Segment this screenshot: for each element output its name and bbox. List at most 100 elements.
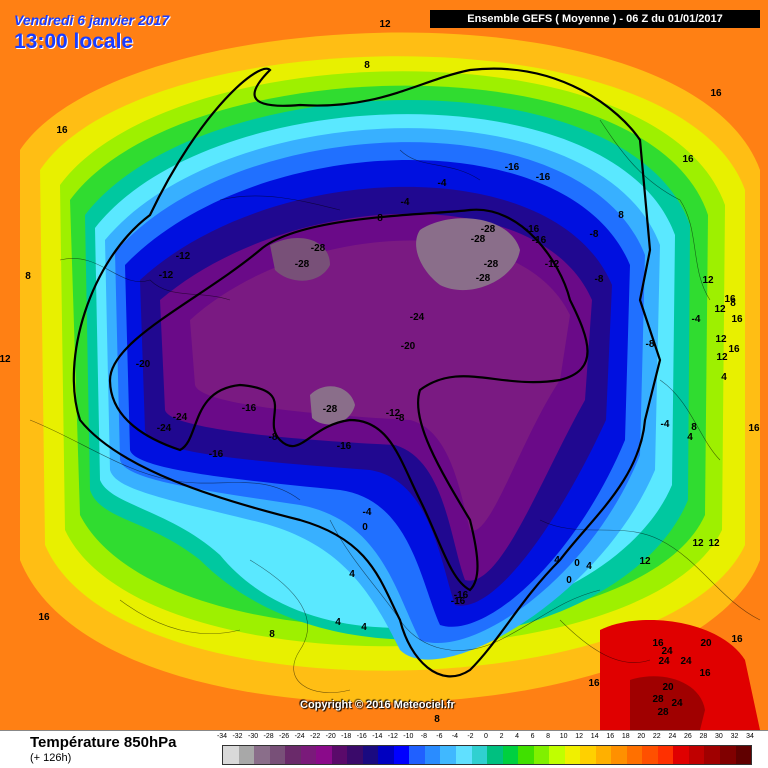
color-scale-value: -2 <box>467 733 474 740</box>
isotherm-label: 0 <box>362 522 368 533</box>
isotherm-label: 0 <box>566 575 572 586</box>
isotherm-label: -12 <box>386 408 401 419</box>
color-swatch <box>285 746 301 764</box>
isotherm-label: -8 <box>396 413 405 424</box>
color-scale-value: -4 <box>451 733 459 740</box>
isotherm-label: -16 <box>505 162 520 173</box>
isotherm-label: -24 <box>173 412 188 423</box>
color-scale-value: 8 <box>546 733 551 740</box>
color-swatch <box>580 746 596 764</box>
color-swatch <box>471 746 488 764</box>
color-swatch <box>362 746 379 764</box>
valid-time: 13:00 locale <box>14 30 134 53</box>
isotherm-label: -28 <box>295 259 310 270</box>
isotherm-label: 8 <box>269 629 275 640</box>
color-scale-value: 14 <box>590 733 599 740</box>
color-swatch <box>393 746 410 764</box>
isotherm-label: -4 <box>692 314 701 325</box>
color-swatch <box>316 746 332 764</box>
color-scale-value: 10 <box>559 733 568 740</box>
color-scale-value: -20 <box>325 733 336 740</box>
color-swatch <box>378 746 394 764</box>
valid-date: Vendredi 6 janvier 2017 <box>14 12 170 28</box>
isotherm-label: 8 <box>691 422 697 433</box>
color-swatch <box>440 746 456 764</box>
color-swatch <box>673 746 689 764</box>
color-scale-bar <box>222 745 752 765</box>
isotherm-label: -12 <box>545 259 560 270</box>
isotherm-label: -12 <box>176 251 191 262</box>
isotherm-label: 28 <box>657 707 669 718</box>
isotherm-label: -4 <box>661 419 670 430</box>
isotherm-label: 16 <box>731 634 743 645</box>
isotherm-label: 12 <box>0 354 11 365</box>
coastlines-borders <box>29 119 761 693</box>
cold-core-north <box>270 237 330 281</box>
isotherm-label: -28 <box>323 404 338 415</box>
isotherm-label: 4 <box>361 622 367 633</box>
isotherm-label: 24 <box>671 698 683 709</box>
isotherm-label: -16 <box>209 449 224 460</box>
color-scale-value: 18 <box>621 733 630 740</box>
isotherm-label: -8 <box>590 229 599 240</box>
isotherm-label: 24 <box>661 646 673 657</box>
color-swatch <box>549 746 565 764</box>
color-scale-value: -14 <box>372 733 383 740</box>
isotherm-label: -4 <box>401 197 410 208</box>
isotherm-label: -4 <box>438 178 447 189</box>
isotherm-label: -28 <box>481 224 496 235</box>
isotherm-label: -20 <box>401 341 416 352</box>
isotherm-label: 12 <box>639 556 651 567</box>
color-swatch <box>502 746 519 764</box>
color-swatch <box>238 746 255 764</box>
isotherm-label: 16 <box>748 423 760 434</box>
color-swatch <box>409 746 425 764</box>
isotherm-label: 8 <box>434 714 440 725</box>
isotherm-label: -16 <box>525 224 540 235</box>
isotherm-label: 28 <box>652 694 664 705</box>
isotherm-label: -4 <box>363 507 372 518</box>
isotherm-label: 16 <box>699 668 711 679</box>
color-swatch <box>720 746 736 764</box>
color-scale-value: -32 <box>232 733 243 740</box>
color-swatch <box>564 746 581 764</box>
color-swatch <box>611 746 627 764</box>
isotherm-label: 12 <box>692 538 704 549</box>
isotherm-label: 16 <box>38 612 50 623</box>
color-scale-value: 16 <box>606 733 615 740</box>
isotherm-label: 24 <box>680 656 692 667</box>
color-scale-value: -24 <box>294 733 305 740</box>
color-scale-value: -34 <box>216 733 228 740</box>
isotherm-label: 12 <box>379 19 391 30</box>
isotherm-label: 16 <box>724 294 736 305</box>
color-scale-value: -6 <box>436 733 443 740</box>
isotherm-label: -28 <box>311 243 326 254</box>
isotherm-label: 8 <box>730 298 736 309</box>
color-scale-value: -30 <box>247 733 259 740</box>
color-scale-value: 24 <box>668 733 677 740</box>
isotherm-label: -28 <box>476 273 491 284</box>
isotherm-label: -20 <box>136 359 151 370</box>
isotherm-label: -16 <box>536 172 551 183</box>
isotherm-label: 16 <box>588 678 600 689</box>
color-scale-value: 30 <box>715 733 723 740</box>
color-scale-value: 28 <box>699 733 708 740</box>
isotherm-label: -16 <box>242 403 257 414</box>
isotherm-label: 4 <box>349 569 355 580</box>
isotherm-label: 8 <box>618 210 624 221</box>
isotherm-label: 20 <box>700 638 712 649</box>
isotherm-label: 4 <box>335 617 341 628</box>
isotherm-label: 12 <box>716 352 728 363</box>
color-swatch <box>518 746 534 764</box>
isotherm-label: 4 <box>554 555 560 566</box>
isotherm-label: -28 <box>471 234 486 245</box>
isotherm-label: 0 <box>574 558 580 569</box>
isotherm-label: 4 <box>586 561 592 572</box>
color-scale-value: -18 <box>341 733 352 740</box>
color-scale-value: 4 <box>515 733 519 740</box>
isotherm-label: 16 <box>731 314 743 325</box>
isotherm-label: 8 <box>377 213 383 224</box>
